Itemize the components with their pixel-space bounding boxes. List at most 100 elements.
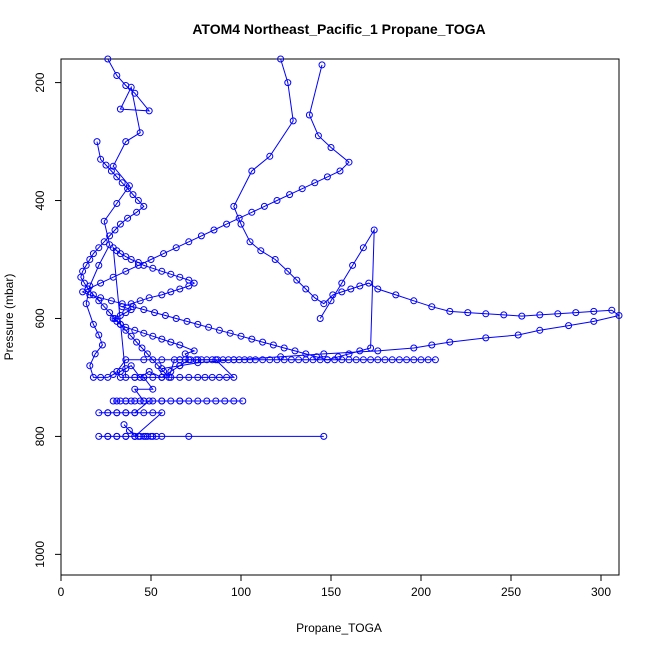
data-point	[158, 365, 166, 373]
data-point	[374, 356, 382, 364]
data-point	[149, 356, 157, 364]
data-point	[158, 432, 166, 440]
data-point	[120, 421, 128, 429]
data-point	[143, 432, 151, 440]
data-point	[212, 397, 220, 405]
data-point	[230, 397, 238, 405]
data-point	[311, 294, 319, 302]
data-point	[381, 356, 389, 364]
y-tick-label: 400	[33, 190, 47, 210]
data-point	[124, 185, 132, 193]
data-point	[428, 303, 436, 311]
data-point	[95, 244, 103, 252]
data-point	[320, 300, 328, 308]
data-point	[147, 256, 155, 263]
data-point	[122, 409, 130, 417]
data-point	[190, 279, 198, 287]
x-tick-label: 250	[501, 585, 521, 599]
data-point	[133, 208, 141, 216]
data-point	[95, 432, 103, 440]
data-point	[131, 326, 139, 334]
data-point	[176, 362, 184, 370]
data-point	[223, 373, 231, 381]
data-point	[97, 155, 105, 163]
data-point	[185, 397, 193, 405]
data-point	[464, 309, 472, 317]
data-point	[131, 432, 139, 440]
data-point	[106, 309, 114, 317]
data-point	[230, 356, 238, 364]
data-point	[176, 397, 184, 405]
data-point	[287, 356, 295, 364]
data-point	[235, 214, 243, 222]
data-point	[111, 315, 119, 322]
data-point	[113, 432, 121, 440]
data-point	[86, 291, 94, 299]
data-point	[208, 356, 216, 364]
data-point	[158, 409, 166, 417]
data-point	[113, 409, 121, 417]
data-point	[349, 261, 357, 269]
data-point	[318, 61, 326, 69]
data-point	[203, 397, 211, 405]
data-point	[221, 397, 229, 405]
data-point	[215, 326, 223, 334]
data-point	[122, 356, 130, 364]
data-point	[145, 294, 153, 302]
data-point	[86, 362, 94, 370]
data-point	[356, 347, 364, 355]
data-point	[109, 397, 117, 405]
data-point	[194, 373, 202, 381]
data-point	[145, 397, 153, 405]
data-point	[136, 297, 144, 305]
data-point	[98, 341, 106, 349]
data-point	[100, 238, 108, 246]
data-point	[277, 55, 285, 63]
data-point	[158, 397, 166, 405]
data-point	[149, 432, 157, 440]
data-point	[185, 276, 193, 284]
data-point	[113, 397, 121, 405]
x-tick-label: 100	[231, 585, 251, 599]
data-point	[345, 350, 353, 358]
data-point	[615, 312, 623, 319]
data-point	[205, 323, 213, 331]
data-point	[424, 356, 432, 364]
x-axis-label: Propane_TOGA	[296, 621, 382, 635]
data-point	[82, 261, 90, 269]
data-point	[608, 306, 616, 314]
data-point	[203, 356, 211, 364]
data-point	[347, 285, 355, 293]
data-point	[167, 338, 175, 346]
data-point	[151, 309, 159, 317]
data-point	[131, 397, 139, 405]
data-point	[214, 356, 222, 364]
data-point	[145, 368, 153, 375]
data-point	[176, 273, 184, 281]
data-point	[219, 356, 227, 364]
data-point	[149, 409, 157, 417]
data-point	[313, 353, 321, 361]
data-point	[269, 341, 277, 349]
data-point	[183, 317, 191, 325]
data-point	[291, 347, 299, 355]
data-point	[97, 373, 105, 381]
data-point	[116, 105, 124, 113]
x-tick-label: 200	[411, 585, 431, 599]
data-point	[359, 356, 367, 364]
chart-title: ATOM4 Northeast_Pacific_1 Propane_TOGA	[192, 21, 485, 37]
data-point	[374, 347, 382, 355]
data-point	[134, 197, 142, 204]
series-line-1	[85, 58, 324, 437]
data-point	[149, 385, 157, 393]
data-point	[127, 332, 135, 340]
data-point	[122, 373, 130, 381]
data-point	[284, 267, 292, 275]
data-point	[446, 338, 454, 346]
data-point	[181, 356, 189, 364]
data-point	[320, 432, 328, 440]
data-point	[158, 335, 166, 343]
data-point	[95, 409, 103, 417]
data-point	[194, 397, 202, 405]
data-point	[100, 303, 108, 311]
